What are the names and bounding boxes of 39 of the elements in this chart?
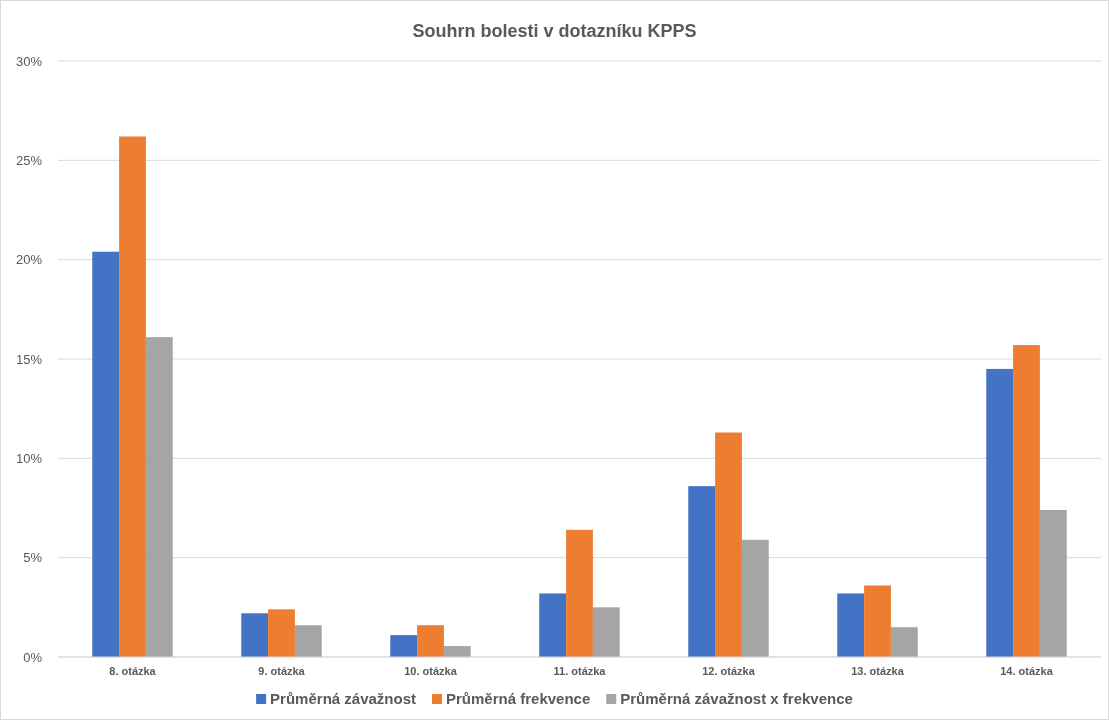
bar: [241, 613, 269, 657]
y-tick-label: 5%: [23, 550, 43, 566]
bar: [443, 646, 471, 657]
y-tick-label: 25%: [15, 152, 43, 168]
bar: [92, 251, 120, 657]
x-tick-label: 12. otázka: [702, 664, 756, 677]
legend-label: Průměrná frekvence: [446, 690, 591, 707]
x-tick-label: 9. otázka: [258, 664, 306, 677]
bar: [890, 627, 918, 657]
legend-label: Průměrná závažnost: [270, 690, 417, 707]
x-tick-label: 11. otázka: [553, 664, 607, 677]
bar: [837, 593, 865, 657]
bar: [592, 607, 620, 657]
x-tick-label: 14. otázka: [1000, 664, 1054, 677]
bar: [145, 337, 173, 657]
bar: [741, 539, 769, 657]
y-tick-label: 0%: [23, 649, 43, 665]
bar: [390, 635, 418, 657]
bar: [1013, 345, 1040, 657]
bar: [688, 486, 716, 657]
bar: [294, 625, 322, 657]
x-tick-label: 13. otázka: [851, 664, 905, 677]
bar: [417, 625, 444, 657]
bar: [864, 585, 891, 657]
bar: [119, 136, 146, 657]
x-tick-label: 8. otázka: [109, 664, 157, 677]
legend-label: Průměrná závažnost x frekvence: [620, 690, 853, 707]
y-tick-label: 15%: [15, 351, 43, 367]
bar: [986, 368, 1014, 657]
bar: [715, 432, 742, 657]
bar: [268, 609, 295, 657]
y-tick-label: 20%: [15, 252, 43, 268]
bar: [539, 593, 567, 657]
y-tick-label: 10%: [15, 450, 43, 466]
bar: [1039, 509, 1067, 657]
chart-title: Souhrn bolesti v dotazníku KPPS: [412, 21, 697, 41]
bar: [566, 529, 593, 657]
x-tick-label: 10. otázka: [404, 664, 458, 677]
y-tick-label: 30%: [15, 53, 43, 69]
